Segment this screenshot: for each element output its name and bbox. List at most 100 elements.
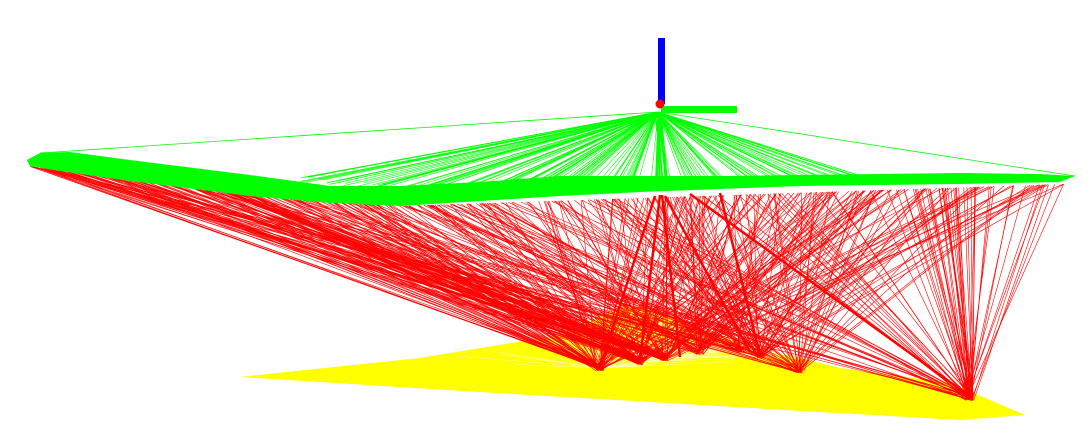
tether-line	[903, 189, 968, 397]
bridle-line	[657, 111, 694, 182]
bridle-line	[657, 111, 1076, 177]
bridle-line	[556, 111, 659, 186]
bridle-line	[344, 111, 659, 184]
bridle-line	[657, 111, 714, 183]
bridle-line	[307, 111, 659, 178]
tether-line	[753, 194, 758, 359]
tether-line	[239, 190, 643, 365]
tether-line	[699, 191, 836, 350]
tether-line	[290, 195, 970, 401]
tether-line	[460, 203, 701, 353]
tether-line	[601, 196, 691, 368]
bridle-line	[417, 111, 659, 192]
tether-line	[596, 199, 669, 360]
tether-line	[551, 200, 974, 399]
tether-line	[467, 203, 643, 365]
bridle-line	[657, 111, 773, 186]
bridle-line	[448, 111, 659, 191]
tether-line	[255, 192, 644, 363]
bridle-line	[657, 111, 845, 183]
tether-line	[405, 205, 974, 396]
bridle-line	[657, 111, 750, 183]
tether-line	[595, 199, 974, 401]
tether-line	[887, 189, 968, 400]
tether-line	[482, 203, 640, 364]
bridle-line	[545, 111, 659, 189]
tether-line	[697, 193, 772, 354]
bridle-line	[401, 111, 659, 189]
bridle-line	[300, 111, 659, 182]
tether-line	[597, 191, 837, 366]
tether-line	[236, 190, 663, 360]
tether-line	[390, 204, 643, 366]
tether-line	[759, 192, 813, 357]
tether-line	[611, 198, 702, 352]
tether-line	[966, 187, 973, 401]
tether-line	[284, 194, 665, 359]
ground-contact-line	[759, 344, 876, 357]
bridle-spine	[656, 111, 669, 191]
bridle-line	[536, 111, 659, 189]
tether-line	[53, 169, 758, 357]
tether-line	[958, 187, 969, 401]
tether-line	[663, 190, 857, 358]
tether-line	[913, 189, 968, 400]
tether-line	[172, 184, 666, 359]
tether-line	[767, 193, 799, 372]
ground-contact-line	[664, 354, 704, 359]
tether-line	[654, 197, 742, 351]
tether-line	[966, 185, 1026, 398]
tether-bundle	[663, 195, 752, 353]
tether-line	[799, 191, 831, 373]
tether-line	[870, 190, 972, 399]
tether-line	[604, 199, 663, 361]
bridle-line	[567, 111, 659, 184]
tether-bundle	[638, 194, 662, 361]
tether-line	[423, 204, 797, 373]
bridle-line	[328, 111, 659, 185]
tether-line	[589, 199, 968, 397]
tether-line	[681, 196, 761, 357]
tether-line	[595, 199, 798, 369]
tether-line	[970, 184, 1055, 401]
tether-line	[663, 186, 980, 361]
tether-line	[596, 184, 1039, 370]
tether-line	[682, 196, 800, 371]
bridle-line	[657, 111, 766, 186]
tether-line	[260, 192, 669, 357]
tether-line	[66, 171, 662, 357]
bridle-line	[601, 111, 659, 185]
tether-line	[141, 181, 666, 360]
tether-line	[355, 201, 642, 361]
tether-line	[601, 192, 801, 371]
tether-line	[736, 186, 981, 348]
tether-line	[917, 188, 969, 398]
bridle-line	[578, 111, 659, 187]
bridle-line	[657, 111, 722, 183]
tether-line	[740, 188, 926, 351]
tether-line	[761, 186, 975, 358]
tether-line	[973, 184, 1049, 401]
tether-line	[602, 193, 765, 368]
tether-line	[966, 186, 995, 399]
tether-line	[676, 196, 798, 374]
tether-bundle	[689, 192, 973, 400]
ground-contact-line	[489, 350, 601, 369]
tether-line	[956, 187, 968, 398]
tether-line	[342, 199, 757, 354]
bridle-line	[357, 111, 659, 187]
tether-line	[520, 201, 969, 398]
tether-line	[774, 193, 802, 373]
tether-line	[636, 195, 711, 360]
bridle-line	[657, 111, 823, 184]
tether-line	[114, 177, 744, 353]
tether-line	[208, 187, 968, 400]
tether-line	[754, 194, 973, 399]
axis-origin	[655, 99, 665, 109]
xyz-axes-icon	[655, 38, 737, 113]
bridle-line	[657, 111, 759, 185]
tether-line	[777, 193, 973, 396]
bridle-line	[389, 111, 659, 186]
